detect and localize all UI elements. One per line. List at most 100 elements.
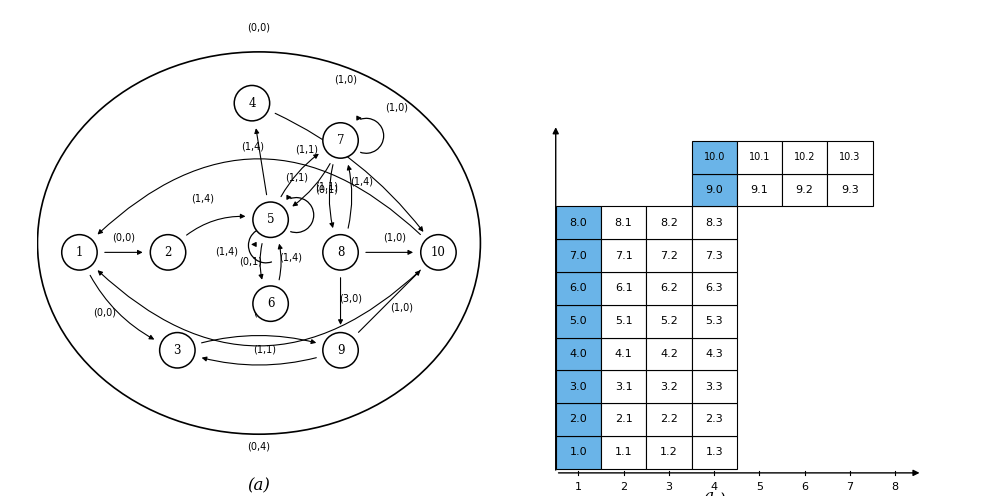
Bar — [646, 206, 692, 239]
Text: (1,1): (1,1) — [254, 345, 277, 355]
Text: 4.3: 4.3 — [706, 349, 723, 359]
Bar — [601, 305, 646, 338]
Bar — [646, 239, 692, 272]
Text: 8: 8 — [892, 482, 898, 492]
Circle shape — [159, 332, 195, 368]
Text: 3: 3 — [665, 482, 672, 492]
Text: 1.2: 1.2 — [660, 447, 678, 457]
Text: (1,4): (1,4) — [192, 193, 215, 203]
Text: 1: 1 — [575, 482, 582, 492]
Text: 7.0: 7.0 — [570, 250, 587, 260]
Text: 9.1: 9.1 — [751, 185, 769, 195]
Text: 9: 9 — [337, 344, 344, 357]
Text: 4.2: 4.2 — [660, 349, 678, 359]
Text: (1,4): (1,4) — [279, 253, 302, 263]
Bar — [737, 141, 782, 174]
Bar — [601, 338, 646, 371]
Circle shape — [62, 235, 97, 270]
Bar — [692, 272, 737, 305]
Bar — [601, 371, 646, 403]
Bar — [646, 403, 692, 436]
Text: 7.3: 7.3 — [706, 250, 723, 260]
Circle shape — [323, 123, 358, 158]
Text: 3: 3 — [173, 344, 181, 357]
Bar — [828, 141, 873, 174]
Text: 3.0: 3.0 — [570, 382, 587, 392]
Bar — [646, 305, 692, 338]
Bar — [692, 338, 737, 371]
Circle shape — [151, 235, 186, 270]
Text: 8.3: 8.3 — [706, 218, 723, 228]
Circle shape — [323, 235, 358, 270]
Bar — [556, 371, 601, 403]
Text: 2: 2 — [164, 246, 172, 259]
Bar — [556, 272, 601, 305]
Text: 6: 6 — [801, 482, 808, 492]
Text: 5.3: 5.3 — [706, 316, 723, 326]
Text: 2.2: 2.2 — [660, 415, 678, 425]
Bar — [692, 371, 737, 403]
Text: 5.1: 5.1 — [615, 316, 633, 326]
Text: 9.0: 9.0 — [706, 185, 723, 195]
Text: 10.2: 10.2 — [794, 152, 816, 162]
Text: 10.0: 10.0 — [704, 152, 725, 162]
Bar — [556, 206, 601, 239]
Text: 3.3: 3.3 — [706, 382, 723, 392]
Text: 9.3: 9.3 — [841, 185, 859, 195]
Text: (0,0): (0,0) — [254, 308, 277, 317]
Circle shape — [253, 286, 288, 321]
Text: (1,4): (1,4) — [241, 142, 265, 152]
Circle shape — [253, 202, 288, 238]
Bar — [556, 305, 601, 338]
Text: (1,4): (1,4) — [350, 177, 373, 187]
Text: 5.2: 5.2 — [660, 316, 678, 326]
Text: 6.2: 6.2 — [660, 283, 678, 293]
Bar — [601, 239, 646, 272]
Text: 3.1: 3.1 — [615, 382, 633, 392]
Text: 6.1: 6.1 — [615, 283, 633, 293]
Text: (b): (b) — [703, 492, 726, 496]
Text: (1,0): (1,0) — [385, 102, 408, 112]
Text: 6: 6 — [267, 297, 275, 310]
Text: 1.0: 1.0 — [570, 447, 587, 457]
Text: 10.1: 10.1 — [749, 152, 770, 162]
Text: (1,1): (1,1) — [295, 144, 319, 154]
Bar — [692, 403, 737, 436]
Bar — [556, 403, 601, 436]
Text: 7: 7 — [337, 134, 344, 147]
Text: 1.1: 1.1 — [615, 447, 633, 457]
Text: 7: 7 — [846, 482, 853, 492]
Text: 4: 4 — [710, 482, 717, 492]
Text: (0,0): (0,0) — [112, 233, 135, 243]
Text: 10.3: 10.3 — [839, 152, 861, 162]
Text: (1,0): (1,0) — [383, 233, 405, 243]
Text: (0,0): (0,0) — [93, 308, 116, 317]
Bar — [646, 436, 692, 469]
Bar — [556, 239, 601, 272]
Text: (1,0): (1,0) — [391, 303, 413, 312]
Text: 8: 8 — [337, 246, 344, 259]
Text: (1,4): (1,4) — [215, 247, 238, 257]
Text: (a): (a) — [248, 477, 271, 494]
Text: 1: 1 — [76, 246, 83, 259]
Text: (0,4): (0,4) — [247, 441, 271, 451]
Bar — [692, 141, 737, 174]
Bar — [782, 174, 828, 206]
Bar — [737, 174, 782, 206]
Text: 2: 2 — [620, 482, 627, 492]
Text: 10: 10 — [431, 246, 446, 259]
Text: 6.3: 6.3 — [706, 283, 723, 293]
Text: 2.1: 2.1 — [615, 415, 633, 425]
Text: 1.3: 1.3 — [706, 447, 723, 457]
Text: (0,1): (0,1) — [239, 256, 262, 266]
Bar — [692, 436, 737, 469]
Bar — [556, 436, 601, 469]
Text: 5: 5 — [267, 213, 275, 226]
Circle shape — [234, 85, 270, 121]
Bar — [692, 305, 737, 338]
Bar — [601, 436, 646, 469]
Bar — [692, 239, 737, 272]
Text: (0,0): (0,0) — [247, 23, 271, 33]
Bar — [692, 206, 737, 239]
Text: 2.0: 2.0 — [570, 415, 587, 425]
